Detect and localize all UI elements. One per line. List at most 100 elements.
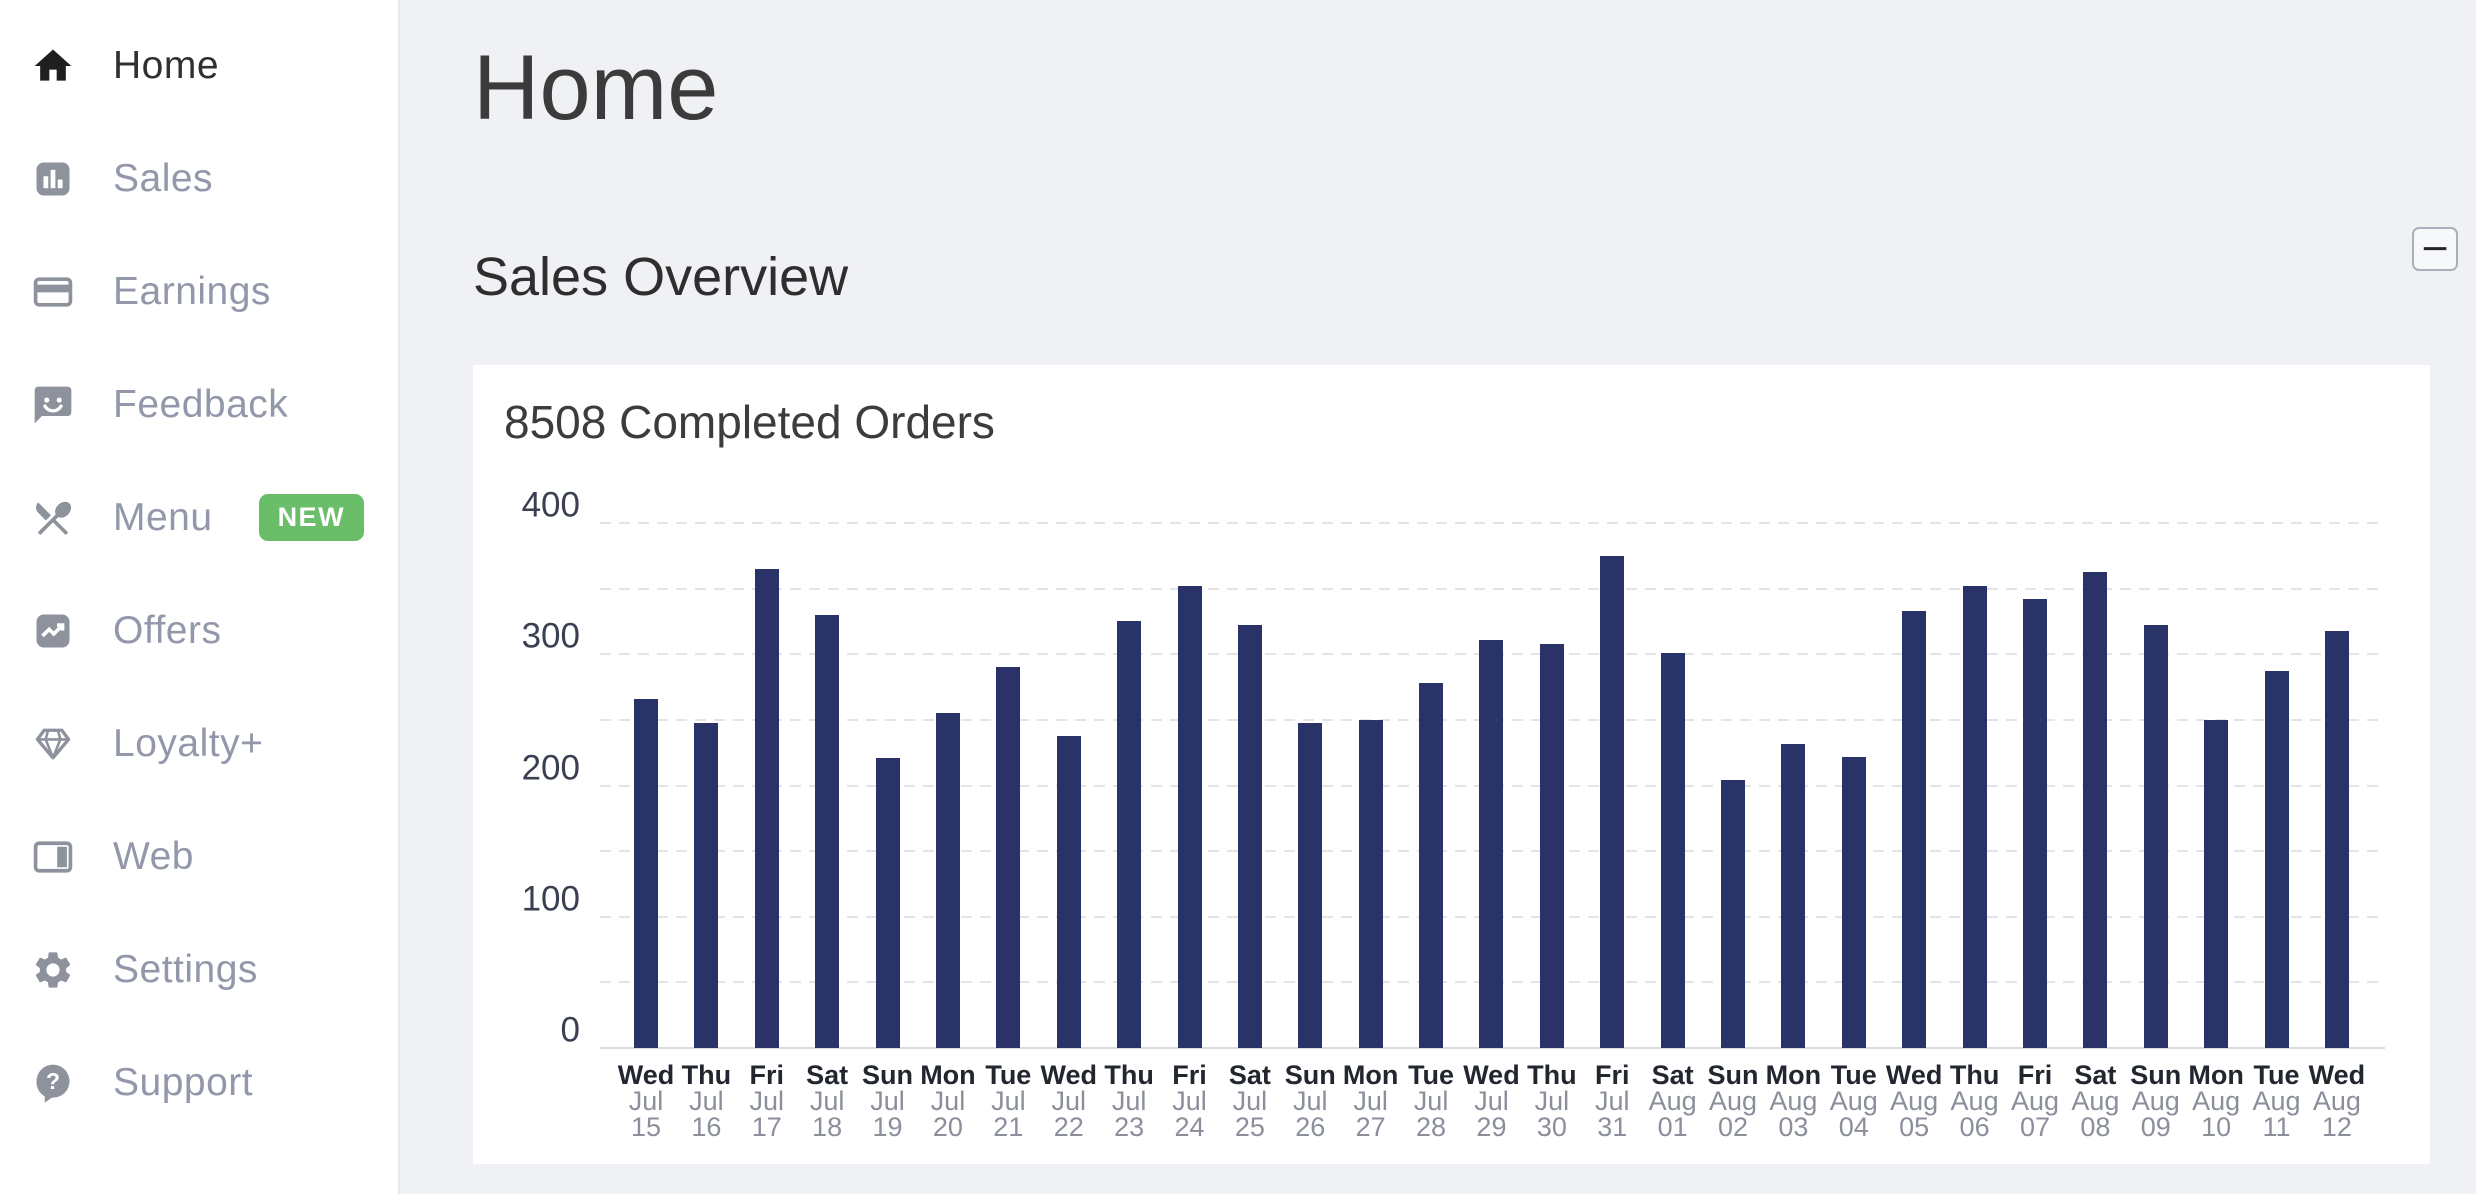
bar-aug-04 [1841,756,1866,1048]
bar-jul-28 [1419,683,1444,1048]
x-label-month: Jul [809,1086,845,1116]
bar-jul-19 [875,757,900,1048]
x-label-month: Jul [1594,1086,1630,1116]
x-axis-label: Wed Jul 15 [591,1062,701,1142]
bar-jul-29 [1479,639,1504,1048]
sidebar-item-label: Settings [113,947,258,991]
x-label-weekday: Sat [2074,1060,2117,1090]
x-axis-label: Sat Aug 01 [1618,1060,1728,1141]
x-label-month: Jul [1172,1086,1207,1116]
x-label-weekday: Fri [1172,1060,1207,1090]
bar-aug-07 [2022,599,2047,1048]
x-label-weekday: Thu [681,1060,732,1090]
x-label-weekday: Mon [2188,1060,2244,1090]
bar-aug-10 [2204,719,2229,1048]
x-label-weekday: Thu [1104,1060,1154,1090]
bar-jul-20 [935,713,960,1048]
sidebar-item-support[interactable]: ? Support [0,1026,398,1139]
bar-jul-16 [694,722,719,1048]
x-label-day: 15 [630,1112,662,1142]
sidebar-item-menu[interactable]: Menu NEW [0,461,398,574]
x-label-day: 06 [1959,1112,1990,1142]
sidebar-item-label: Offers [113,608,222,652]
bar-jul-24 [1177,586,1202,1048]
chart-title: 8508 Completed Orders [504,396,995,448]
x-label-day: 22 [1053,1112,1084,1142]
sales-icon [30,156,76,202]
home-icon [30,43,76,89]
x-axis-label: Sat Jul 25 [1195,1062,1305,1142]
x-label-day: 18 [812,1112,843,1142]
completed-orders-bar-chart: 0 100 200 300 400 Wed Jul 15 Thu Jul 16 Fri Jul… [473,365,2430,1164]
x-label-day: 08 [2080,1112,2111,1142]
x-label-day: 23 [1114,1112,1145,1142]
x-label-day: 19 [872,1112,903,1142]
sidebar-item-sales[interactable]: Sales [0,122,398,235]
offers-icon [30,608,76,654]
y-axis-tick-label: 0 [560,1010,580,1050]
bar-jul-23 [1117,621,1142,1048]
x-label-weekday: Tue [1830,1060,1877,1090]
x-axis-label: Fri Jul 31 [1557,1062,1667,1142]
x-label-day: 03 [1778,1112,1809,1142]
x-axis-line [600,1047,2385,1049]
sidebar-item-feedback[interactable]: Feedback [0,348,398,461]
x-label-day: 07 [2019,1112,2050,1142]
x-label-weekday: Fri [2017,1060,2053,1090]
sidebar-item-label: Earnings [113,269,271,313]
bar-jul-17 [754,568,779,1048]
sidebar-item-web[interactable]: Web [0,800,398,913]
svg-text:?: ? [46,1068,60,1094]
x-axis-label: Tue Jul 21 [953,1062,1063,1142]
x-label-weekday: Wed [2308,1060,2366,1090]
sidebar-item-label: Menu [113,495,213,539]
bar-aug-03 [1781,743,1806,1048]
x-label-day: 21 [993,1112,1024,1142]
bar-jul-21 [996,667,1021,1048]
sidebar-item-settings[interactable]: Settings [0,913,398,1026]
x-label-day: 27 [1355,1112,1386,1142]
bar-aug-05 [1902,610,1927,1048]
x-label-month: Jul [749,1086,785,1116]
x-label-weekday: Mon [1765,1060,1822,1090]
sidebar-item-label: Sales [113,156,214,200]
x-label-month: Jul [1293,1086,1328,1116]
page-title: Home [473,37,719,139]
sidebar-item-label: Home [113,43,220,87]
y-axis-tick-label: 100 [521,879,580,919]
x-label-weekday: Tue [2253,1060,2300,1090]
x-label-month: Aug [2192,1086,2241,1116]
sales-overview-card: 8508 Completed Orders 0 100 200 300 400 Wed J… [473,365,2430,1164]
sidebar-item-home[interactable]: Home [0,9,398,122]
x-label-weekday: Sun [1284,1060,1336,1090]
x-label-month: Aug [2252,1086,2301,1116]
x-label-month: Jul [1051,1086,1086,1116]
bar-jul-27 [1358,719,1383,1048]
bar-aug-12 [2324,630,2349,1048]
sidebar-item-label: Loyalty+ [113,721,264,765]
x-label-month: Jul [930,1086,966,1116]
gridline [600,587,2385,590]
sidebar-item-earnings[interactable]: Earnings [0,235,398,348]
sidebar-item-loyalty[interactable]: Loyalty+ [0,687,398,800]
x-axis-label: Fri Aug 07 [1980,1060,2090,1142]
x-label-day: 31 [1597,1112,1628,1142]
bar-jul-22 [1056,735,1081,1048]
sidebar-item-label: Feedback [113,382,289,426]
collapse-section-button[interactable]: − [2412,227,2458,271]
bar-aug-11 [2264,671,2289,1048]
x-label-weekday: Mon [1342,1060,1399,1090]
x-label-day: 10 [2201,1112,2232,1142]
x-label-day: 25 [1234,1112,1265,1142]
x-label-day: 17 [751,1112,782,1142]
sidebar-item-label: Support [113,1060,254,1104]
x-axis-label: Fri Jul 17 [712,1062,822,1142]
x-label-day: 09 [2140,1112,2171,1142]
x-label-month: Jul [1474,1086,1509,1116]
x-axis-label: Tue Aug 11 [2222,1060,2332,1141]
x-label-weekday: Thu [1527,1060,1577,1090]
x-label-month: Aug [1950,1086,1999,1116]
sidebar-item-offers[interactable]: Offers [0,574,398,687]
x-label-weekday: Sat [1651,1060,1694,1090]
x-label-month: Aug [1769,1086,1818,1116]
